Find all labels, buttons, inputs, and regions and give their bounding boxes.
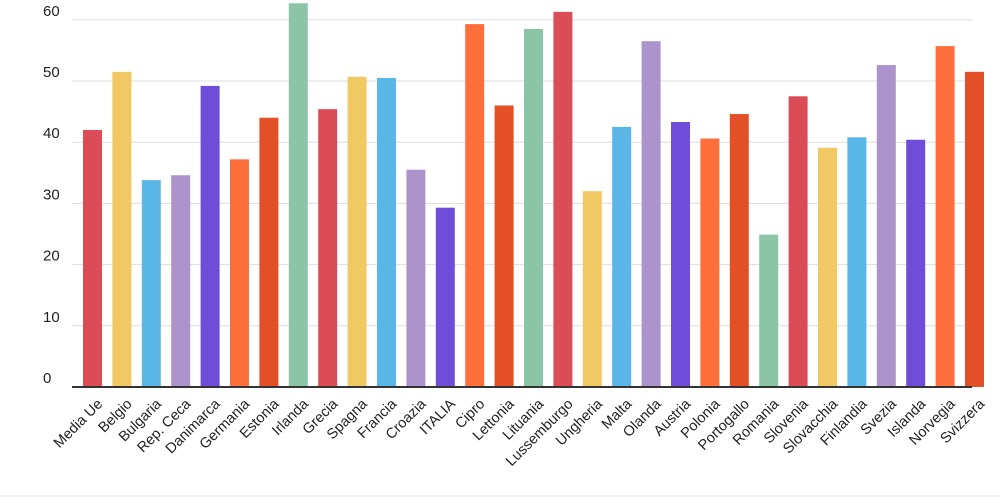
bars [83,3,984,388]
bar [553,11,573,388]
bar [318,109,338,387]
bar [729,114,749,387]
bar [435,207,455,387]
bar [876,65,896,387]
y-tick-label: 20 [43,248,60,265]
bar [818,147,837,387]
bar [612,126,632,388]
bar [935,46,955,388]
bar [377,77,396,387]
y-tick-label: 60 [43,3,60,20]
bar [230,159,249,387]
bar [494,105,514,387]
bar [200,85,220,387]
bar [906,139,926,387]
bar [347,76,367,387]
y-tick-label: 0 [43,370,51,387]
y-tick-label: 10 [43,309,60,326]
bar [788,96,808,388]
y-tick-label: 50 [43,64,60,81]
bar [671,122,690,387]
bar [465,24,485,388]
bar [582,191,602,387]
y-tick-label: 40 [43,125,60,142]
bar [524,28,543,387]
bar [112,71,132,387]
bar [847,137,867,387]
bar [641,41,661,387]
bar [141,180,161,387]
y-axis-ticks: 0 10 20 30 40 50 60 [43,3,60,387]
bar [406,169,426,387]
bar [171,175,191,387]
bar [700,138,720,387]
bar [288,3,308,387]
bar [259,117,279,387]
bar [83,129,102,387]
bar [965,71,984,387]
bar [759,234,779,387]
y-tick-label: 30 [43,186,60,203]
